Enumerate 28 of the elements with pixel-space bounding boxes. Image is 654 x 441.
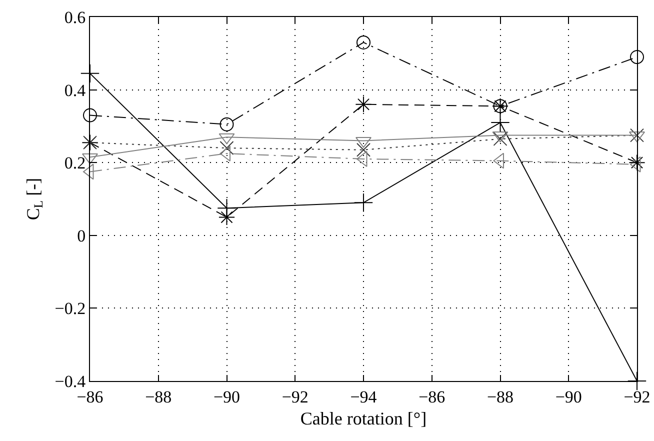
point — [80, 64, 100, 84]
point — [83, 108, 97, 122]
x-tick-label: −92 — [624, 387, 650, 406]
point — [220, 141, 234, 156]
point — [355, 96, 372, 113]
point — [630, 50, 644, 64]
point — [490, 112, 510, 132]
x-tick-label: −88 — [486, 387, 514, 406]
x-tick-label: −94 — [350, 387, 378, 406]
y-tick-label: 0.2 — [64, 154, 86, 173]
x-tick-label: −90 — [555, 387, 582, 406]
y-tick-label: 0.4 — [64, 80, 86, 100]
point — [356, 35, 370, 50]
point — [627, 371, 647, 391]
point — [630, 128, 644, 142]
point — [356, 142, 370, 157]
x-tick-label: −86 — [418, 387, 446, 406]
y-tick-label: 0.6 — [64, 8, 86, 27]
x-axis-title: Cable rotation [°] — [300, 408, 427, 428]
x-tick-label: −88 — [145, 387, 172, 406]
x-tick-label: −90 — [213, 387, 240, 406]
y-tick-label: −0.2 — [54, 299, 86, 318]
y-tick-label: 0 — [77, 226, 86, 246]
point — [218, 208, 236, 226]
x-tick-label: −92 — [282, 387, 308, 406]
point — [354, 193, 374, 212]
point — [220, 117, 234, 132]
point — [628, 154, 646, 171]
